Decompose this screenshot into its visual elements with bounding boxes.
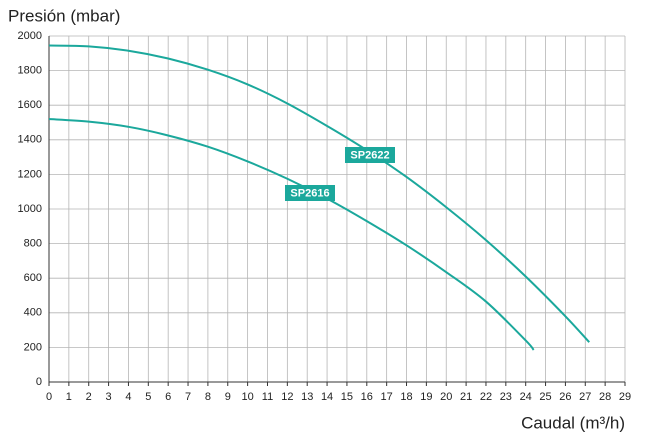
x-tick-label: 2: [86, 391, 92, 403]
x-tick-label: 13: [301, 391, 313, 403]
y-tick-label: 800: [24, 238, 42, 250]
x-tick-label: 19: [420, 391, 432, 403]
x-tick-label: 12: [281, 391, 293, 403]
x-tick-label: 1: [66, 391, 72, 403]
series-line: [48, 44, 590, 343]
y-tick-label: 400: [24, 307, 42, 319]
y-axis-title: Presión (mbar): [8, 6, 120, 25]
x-tick-label: 0: [46, 391, 52, 403]
y-tick-label: 200: [24, 341, 42, 353]
x-tick-label: 15: [341, 391, 353, 403]
series-label-box: [345, 147, 395, 163]
x-tick-label: 25: [539, 391, 551, 403]
x-tick-label: 18: [400, 391, 412, 403]
x-tick-label: 22: [480, 391, 492, 403]
y-tick-label: 1800: [18, 65, 42, 77]
x-tick-label: 6: [165, 391, 171, 403]
y-tick-label: 1200: [18, 168, 42, 180]
y-tick-label: 2000: [18, 30, 42, 42]
series-label: SP2622: [350, 149, 389, 161]
x-tick-label: 11: [262, 391, 273, 403]
x-tick-label: 21: [460, 391, 472, 403]
x-tick-label: 23: [500, 391, 512, 403]
x-tick-label: 14: [321, 391, 333, 403]
x-tick-label: 20: [440, 391, 452, 403]
x-tick-label: 27: [579, 391, 591, 403]
x-tick-label: 26: [559, 391, 571, 403]
series-line: [48, 118, 535, 351]
x-tick-label: 17: [381, 391, 393, 403]
x-tick-label: 5: [145, 391, 151, 403]
x-tick-label: 29: [619, 391, 631, 403]
y-tick-label: 1400: [18, 134, 42, 146]
series-label-box: [285, 185, 335, 201]
y-tick-label: 1000: [18, 203, 42, 215]
series-label: SP2616: [290, 187, 329, 199]
x-tick-label: 4: [125, 391, 131, 403]
x-tick-label: 7: [185, 391, 191, 403]
x-tick-label: 24: [520, 391, 532, 403]
x-axis-title: Caudal (m³/h): [521, 413, 625, 432]
y-tick-label: 1600: [18, 99, 42, 111]
x-tick-label: 28: [599, 391, 611, 403]
x-tick-label: 3: [106, 391, 112, 403]
y-tick-label: 0: [36, 376, 42, 388]
x-tick-label: 8: [205, 391, 211, 403]
x-tick-label: 16: [361, 391, 373, 403]
x-tick-label: 10: [241, 391, 253, 403]
y-tick-label: 600: [24, 272, 42, 284]
x-tick-label: 9: [225, 391, 231, 403]
